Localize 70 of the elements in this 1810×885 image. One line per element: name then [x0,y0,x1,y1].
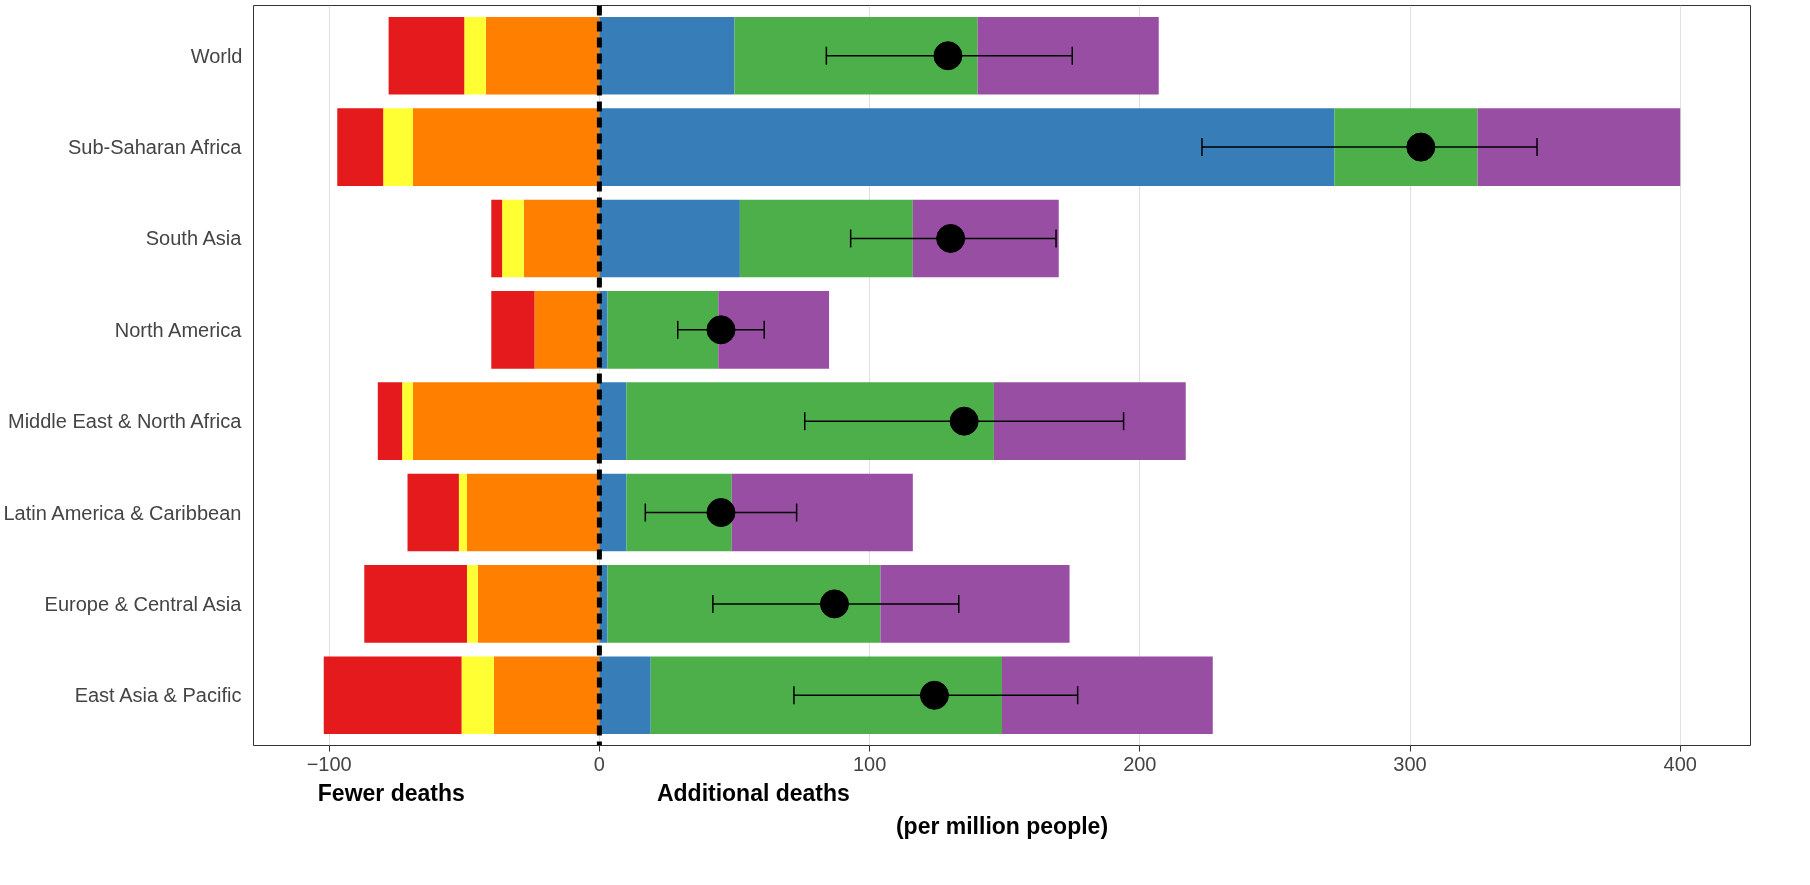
x-axis-title: (per million people) [895,812,1109,839]
bar [607,290,719,369]
y-tick-label: World [190,44,243,67]
bar [412,382,600,461]
bar [599,199,740,278]
bar [466,473,600,552]
bar [491,290,535,369]
bar [383,108,413,186]
bar [337,108,384,186]
bar [1477,108,1681,186]
bar [599,382,627,461]
bar [912,199,1059,278]
point [936,223,966,253]
y-tick-label: Europe & Central Asia [44,592,243,615]
y-tick-label: Latin America & Caribbean [3,501,242,524]
y-tick-label: North America [114,318,243,341]
bar [626,382,994,461]
x-tick-label: 400 [1663,752,1697,775]
bar [407,473,459,552]
bar [377,382,403,461]
x-tick-label: −100 [306,752,352,775]
point [933,41,963,71]
point [919,680,949,710]
bar [364,565,467,643]
point [706,498,736,528]
bar [458,473,467,552]
x-tick-label: 300 [1393,752,1427,775]
bar [477,565,600,643]
y-tick-label: Sub-Saharan Africa [67,136,243,159]
text: Fewer deaths [317,779,465,806]
x-tick-label: 100 [852,752,887,775]
bar [993,382,1186,461]
bar [402,382,413,461]
bar [718,290,830,369]
point [949,406,979,436]
bar [523,199,600,278]
bar [734,16,978,95]
x-tick-label: 0 [593,752,605,775]
x-tick-label: 200 [1123,752,1157,775]
bar [880,565,1070,643]
bar [599,656,651,735]
bar [599,16,735,95]
bar [493,656,600,735]
y-tick-label: South Asia [145,227,243,250]
bar [461,656,494,735]
bar [491,199,503,278]
point [819,589,849,619]
bar [534,290,600,369]
bar [388,16,465,95]
bar [977,16,1159,95]
bar [599,108,1335,186]
bar [650,656,1002,735]
text: Additional deaths [656,779,850,806]
bar [1002,656,1213,735]
bar [466,565,478,643]
y-tick-label: Middle East & North Africa [7,410,243,433]
bar [412,108,600,186]
bar [599,473,627,552]
point [1406,132,1436,162]
point [706,315,736,345]
bar [1334,108,1478,186]
bar [464,16,486,95]
bar [323,656,462,735]
bar [739,199,913,278]
bar [502,199,524,278]
bar [626,473,732,552]
y-tick-label: East Asia & Pacific [74,684,242,707]
bar [607,565,881,643]
bar [485,16,600,95]
bar [731,473,913,552]
